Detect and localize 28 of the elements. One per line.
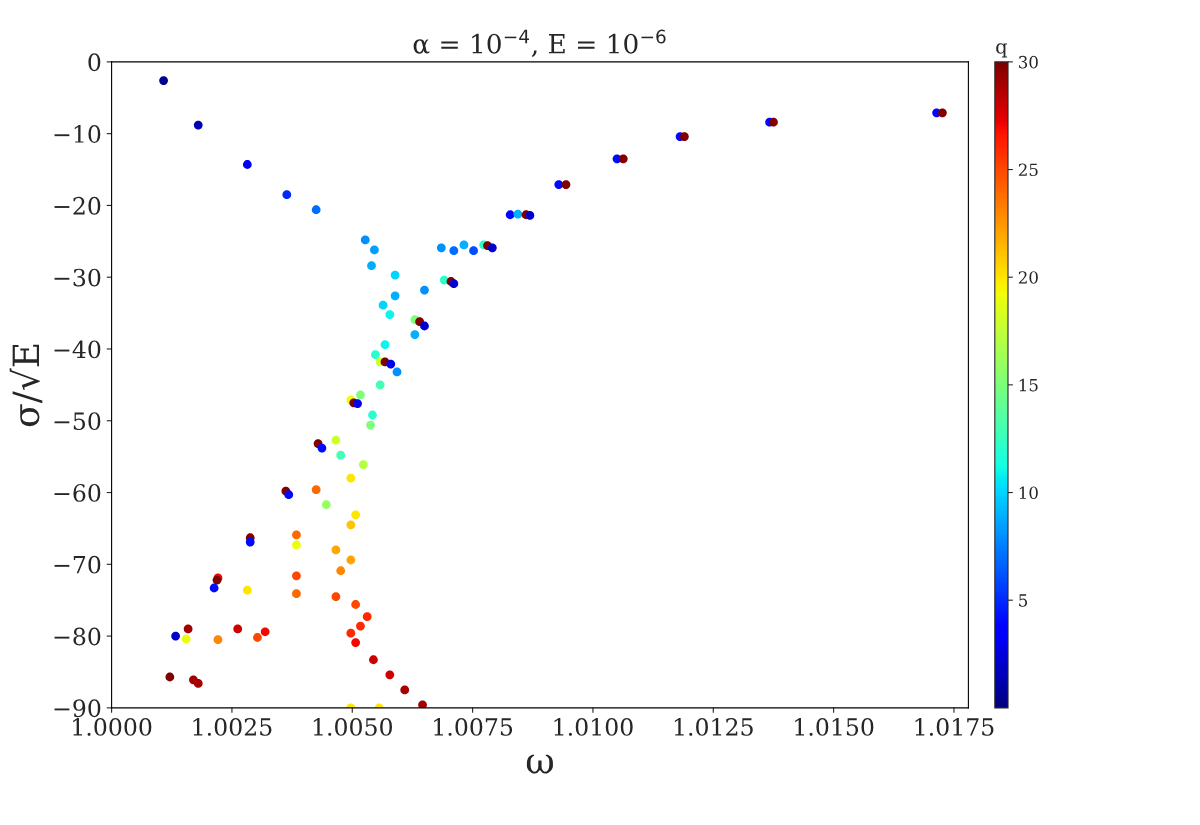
y-tick-label: −70 — [54, 555, 101, 574]
color-bar-label: 25 — [1018, 163, 1038, 177]
x-tick-label: 1.0175 — [915, 717, 994, 736]
x-tick-label: 1.0000 — [73, 717, 152, 736]
color-bar-title: q — [996, 43, 1008, 58]
color-bar-label: 5 — [1019, 594, 1028, 607]
color-bar-label: 20 — [1018, 271, 1038, 284]
x-tick-label: 1.0100 — [554, 717, 633, 736]
y-tick-label: 0 — [88, 53, 101, 72]
x-tick-label: 1.0150 — [795, 717, 874, 736]
y-tick-label: −10 — [54, 125, 101, 143]
y-tick-label: −30 — [54, 268, 101, 287]
x-tick-label: 1.0050 — [313, 717, 393, 736]
x-tick-label: 1.0075 — [434, 717, 513, 736]
x-axis-title: ω — [526, 754, 553, 774]
chart-title: α = 10$^{−4}$, E = 10$^{−6}$ — [413, 29, 666, 57]
y-tick-label: −40 — [54, 340, 101, 359]
y-tick-label: −90 — [54, 699, 101, 718]
y-tick-label: −20 — [54, 196, 101, 215]
y-tick-label: −60 — [54, 483, 101, 502]
color-bar-label: 30 — [1018, 55, 1038, 69]
y-axis-title: σ/√E — [9, 344, 43, 427]
color-bar-label: 10 — [1019, 486, 1038, 500]
y-tick-label: −80 — [54, 627, 101, 646]
x-tick-label: 1.0025 — [193, 717, 272, 736]
color-bar-label: 15 — [1019, 378, 1038, 392]
y-tick-label: −50 — [54, 412, 101, 431]
x-tick-label: 1.0125 — [674, 717, 753, 736]
